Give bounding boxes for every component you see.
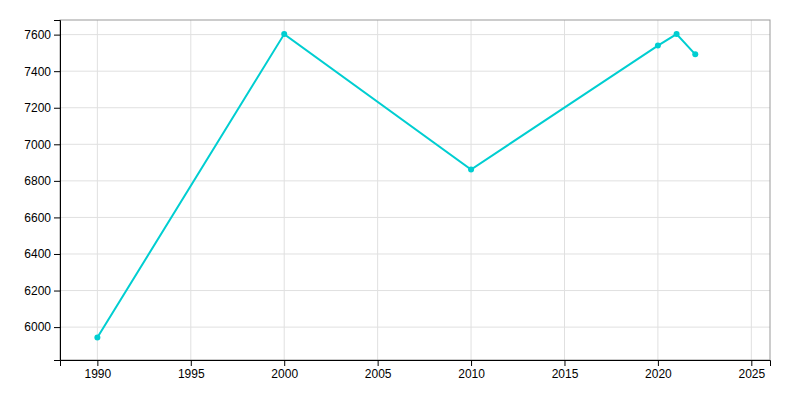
x-grid-line <box>657 20 658 360</box>
line <box>97 34 695 337</box>
y-grid-line <box>60 217 770 218</box>
marks <box>94 31 698 340</box>
x-tick-mark <box>284 360 285 366</box>
point <box>468 167 474 173</box>
y-grid-line <box>60 34 770 35</box>
point <box>281 31 287 37</box>
y-tick: 7600 <box>24 28 60 42</box>
y-tick-mark <box>54 291 60 292</box>
x-tick: 1995 <box>178 360 205 381</box>
x-tick: 1990 <box>85 360 112 381</box>
x-tick-mark <box>751 360 752 366</box>
y-tick-label: 7000 <box>24 138 51 152</box>
y-tick-mark <box>54 35 60 36</box>
y-tick: 7200 <box>24 101 60 115</box>
y-tick-label: 6600 <box>24 211 51 225</box>
x-tick: 2005 <box>365 360 392 381</box>
y-tick: 6200 <box>24 284 60 298</box>
x-tick: 2025 <box>738 360 765 381</box>
y-grid-line <box>60 144 770 145</box>
x-tick-mark <box>97 360 98 366</box>
x-tick-label: 2015 <box>552 367 579 381</box>
y-grid-line <box>60 71 770 72</box>
point <box>655 43 661 49</box>
y-tick: 6400 <box>24 247 60 261</box>
x-tick-label: 2010 <box>458 367 485 381</box>
y-tick-label: 7600 <box>24 28 51 42</box>
x-tick-mark <box>191 360 192 366</box>
x-grid-line <box>471 20 472 360</box>
x-grid-line <box>751 20 752 360</box>
y-tick-label: 6000 <box>24 320 51 334</box>
y-tick-label: 6400 <box>24 247 51 261</box>
x-axis: 1990 1995 2000 2005 2010 2015 2020 2025 <box>61 360 771 381</box>
y-tick-mark <box>54 108 60 109</box>
x-axis-line <box>61 361 771 367</box>
x-tick: 2020 <box>645 360 672 381</box>
y-grid-line <box>60 290 770 291</box>
y-tick: 6800 <box>24 174 60 188</box>
y-grid-line <box>60 180 770 181</box>
x-grid-line <box>97 20 98 360</box>
x-grid-line <box>377 20 378 360</box>
y-grid-line <box>60 253 770 254</box>
x-tick: 2015 <box>552 360 579 381</box>
x-tick-mark <box>564 360 565 366</box>
plot-root: 1990 1995 2000 2005 2010 2015 2020 2025 6000 6200… <box>24 20 770 381</box>
x-tick-mark <box>471 360 472 366</box>
y-tick-label: 6800 <box>24 174 51 188</box>
y-axis-line <box>54 21 61 361</box>
x-tick-mark <box>658 360 659 366</box>
y-tick-label: 6200 <box>24 284 51 298</box>
y-axis: 6000 6200 6400 6600 6800 7000 7200 7400 7600 <box>24 21 60 361</box>
x-tick-label: 2000 <box>271 367 298 381</box>
point <box>674 31 680 37</box>
y-tick: 6000 <box>24 320 60 334</box>
y-grid-line <box>60 107 770 108</box>
y-tick-mark <box>54 254 60 255</box>
point <box>94 335 100 341</box>
x-tick-mark <box>378 360 379 366</box>
y-tick-mark <box>54 181 60 182</box>
point <box>692 51 698 57</box>
y-tick: 6600 <box>24 211 60 225</box>
x-tick: 2000 <box>271 360 298 381</box>
plot-frame <box>60 20 770 360</box>
y-tick: 7400 <box>24 65 60 79</box>
y-tick-label: 7200 <box>24 101 51 115</box>
x-grid-line <box>564 20 565 360</box>
x-tick-label: 1990 <box>85 367 112 381</box>
y-tick-mark <box>54 217 60 218</box>
x-tick-label: 2020 <box>645 367 672 381</box>
x-grid-line <box>284 20 285 360</box>
x-tick-label: 2025 <box>738 367 765 381</box>
y-tick: 7000 <box>24 138 60 152</box>
x-tick: 2010 <box>458 360 485 381</box>
y-tick-mark <box>54 71 60 72</box>
x-grid-line <box>190 20 191 360</box>
x-tick-label: 1995 <box>178 367 205 381</box>
y-grid-line <box>60 327 770 328</box>
grid <box>60 20 770 360</box>
y-tick-mark <box>54 144 60 145</box>
x-tick-label: 2005 <box>365 367 392 381</box>
y-tick-mark <box>54 327 60 328</box>
chart-svg: 1990 1995 2000 2005 2010 2015 2020 2025 6000 6200… <box>0 0 800 400</box>
chart-container: 1990 1995 2000 2005 2010 2015 2020 2025 6000 6200… <box>0 0 800 400</box>
y-tick-label: 7400 <box>24 65 51 79</box>
